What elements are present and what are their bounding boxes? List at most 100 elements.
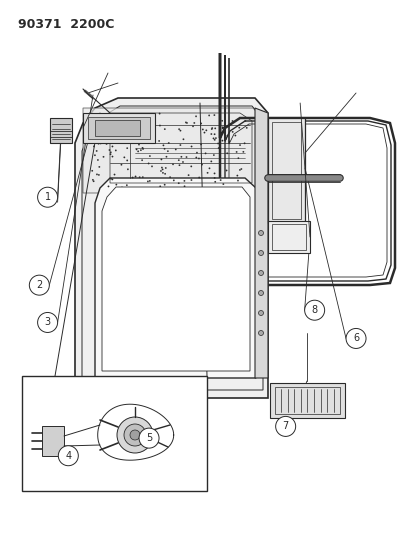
- Circle shape: [158, 140, 159, 142]
- Circle shape: [225, 169, 227, 171]
- Circle shape: [114, 136, 115, 138]
- Circle shape: [137, 140, 139, 142]
- Polygon shape: [42, 426, 64, 456]
- Circle shape: [258, 311, 263, 316]
- Circle shape: [196, 152, 197, 154]
- Circle shape: [179, 144, 181, 146]
- Circle shape: [237, 180, 238, 181]
- Circle shape: [236, 175, 237, 176]
- Circle shape: [160, 170, 161, 172]
- Circle shape: [142, 148, 143, 150]
- Circle shape: [243, 142, 245, 144]
- Circle shape: [141, 147, 143, 149]
- Circle shape: [198, 158, 199, 159]
- Polygon shape: [269, 383, 344, 418]
- Circle shape: [167, 150, 168, 152]
- Circle shape: [178, 182, 179, 184]
- Circle shape: [93, 146, 95, 147]
- Circle shape: [96, 174, 97, 175]
- Circle shape: [147, 163, 149, 164]
- Circle shape: [110, 151, 112, 153]
- Text: 1: 1: [45, 192, 50, 202]
- Circle shape: [141, 159, 142, 161]
- Polygon shape: [254, 108, 267, 378]
- Circle shape: [130, 430, 140, 440]
- Circle shape: [198, 177, 199, 179]
- Circle shape: [109, 154, 111, 155]
- Polygon shape: [267, 118, 304, 223]
- Circle shape: [190, 146, 192, 147]
- Circle shape: [192, 125, 193, 127]
- Circle shape: [126, 184, 127, 186]
- Circle shape: [178, 159, 179, 161]
- Circle shape: [106, 137, 108, 139]
- Circle shape: [239, 144, 240, 146]
- Circle shape: [219, 179, 221, 181]
- Circle shape: [123, 157, 125, 158]
- Circle shape: [138, 176, 140, 178]
- Circle shape: [116, 118, 118, 119]
- Circle shape: [205, 130, 206, 131]
- Circle shape: [142, 176, 143, 178]
- Circle shape: [275, 416, 295, 437]
- Circle shape: [206, 172, 208, 174]
- Circle shape: [168, 142, 169, 144]
- Circle shape: [231, 131, 233, 133]
- Text: 7: 7: [282, 422, 288, 431]
- Circle shape: [108, 115, 109, 117]
- Circle shape: [105, 143, 107, 145]
- Circle shape: [213, 133, 215, 135]
- Circle shape: [117, 417, 153, 453]
- Circle shape: [135, 118, 136, 119]
- Circle shape: [110, 136, 112, 138]
- Circle shape: [151, 166, 152, 167]
- Polygon shape: [95, 120, 140, 136]
- Circle shape: [164, 148, 165, 150]
- Circle shape: [304, 300, 324, 320]
- Circle shape: [106, 118, 108, 120]
- Circle shape: [179, 130, 181, 132]
- Circle shape: [244, 120, 245, 122]
- Circle shape: [38, 187, 57, 207]
- Circle shape: [210, 133, 211, 135]
- Circle shape: [159, 185, 161, 187]
- Circle shape: [109, 125, 110, 126]
- Polygon shape: [83, 113, 154, 143]
- Text: 2: 2: [36, 280, 43, 290]
- Circle shape: [231, 120, 233, 122]
- Circle shape: [219, 175, 221, 176]
- Circle shape: [140, 149, 141, 151]
- Circle shape: [185, 122, 186, 123]
- Circle shape: [221, 127, 223, 129]
- Circle shape: [235, 151, 237, 153]
- Circle shape: [165, 156, 167, 158]
- Circle shape: [183, 185, 185, 187]
- Circle shape: [238, 127, 240, 128]
- Circle shape: [221, 126, 223, 128]
- Polygon shape: [50, 118, 72, 143]
- Circle shape: [258, 271, 263, 276]
- Circle shape: [185, 156, 187, 158]
- Circle shape: [117, 123, 119, 125]
- Circle shape: [126, 160, 128, 161]
- Circle shape: [160, 159, 162, 160]
- Circle shape: [242, 151, 244, 152]
- Polygon shape: [83, 108, 261, 193]
- Circle shape: [258, 290, 263, 295]
- Circle shape: [136, 116, 138, 118]
- Polygon shape: [267, 221, 309, 253]
- Circle shape: [215, 138, 216, 139]
- Circle shape: [164, 173, 166, 175]
- Text: 3: 3: [45, 318, 50, 327]
- Circle shape: [211, 128, 212, 130]
- Circle shape: [200, 143, 202, 145]
- Circle shape: [150, 139, 152, 141]
- Circle shape: [182, 139, 184, 140]
- Circle shape: [213, 114, 215, 116]
- Circle shape: [214, 139, 215, 141]
- Circle shape: [134, 176, 136, 177]
- Circle shape: [140, 116, 141, 117]
- Circle shape: [188, 174, 189, 176]
- Polygon shape: [75, 98, 267, 398]
- Circle shape: [258, 330, 263, 335]
